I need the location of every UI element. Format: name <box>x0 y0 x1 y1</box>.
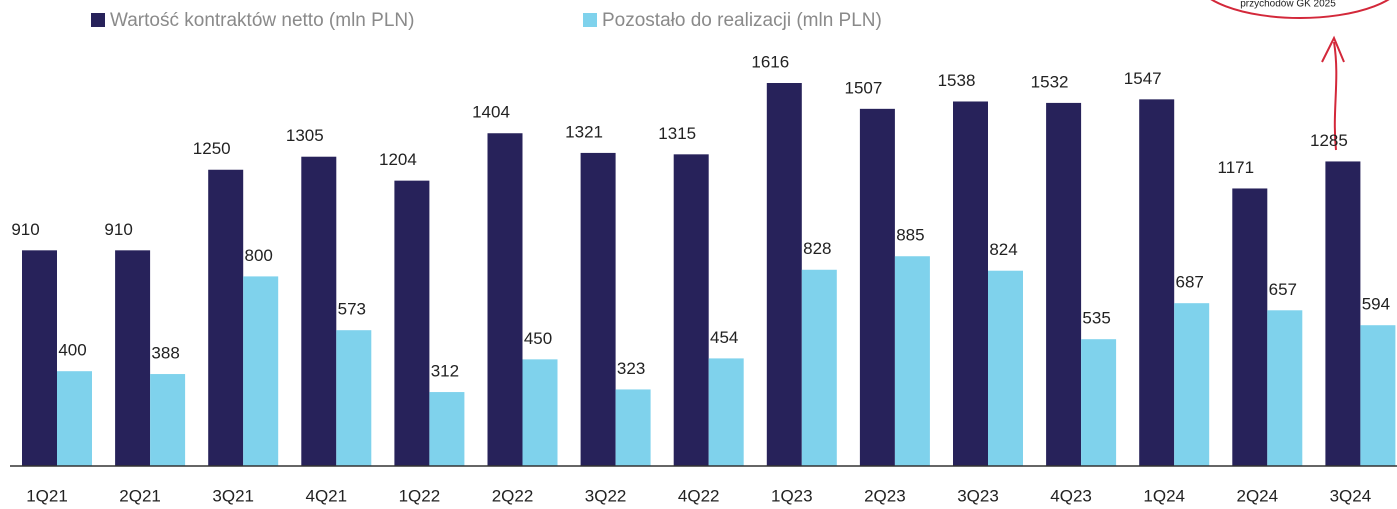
value-label: 910 <box>104 220 132 239</box>
legend-swatch <box>583 13 597 27</box>
value-label: 1538 <box>938 71 976 90</box>
value-label: 1285 <box>1310 131 1348 150</box>
value-label: 388 <box>151 344 179 363</box>
value-label: 1507 <box>844 78 882 97</box>
bar <box>953 101 988 466</box>
bar <box>1081 339 1117 466</box>
value-label: 594 <box>1362 295 1390 314</box>
bar <box>708 358 744 466</box>
bar <box>487 133 523 466</box>
value-label: 1171 <box>1218 158 1255 177</box>
bar <box>150 374 186 466</box>
x-tick-label: 3Q24 <box>1330 486 1372 505</box>
value-label: 687 <box>1176 273 1204 292</box>
value-label: 1315 <box>658 124 696 143</box>
value-label: 828 <box>803 239 831 258</box>
value-label: 312 <box>431 362 459 381</box>
value-label: 1250 <box>193 139 231 158</box>
value-label: 454 <box>710 328 738 347</box>
value-label: 450 <box>524 329 552 348</box>
bar <box>22 250 57 466</box>
bar <box>1232 188 1268 466</box>
value-label: 824 <box>989 240 1017 259</box>
bar <box>894 256 930 466</box>
value-label: 400 <box>58 341 86 360</box>
x-tick-label: 2Q21 <box>119 486 161 505</box>
value-label: 657 <box>1269 280 1297 299</box>
value-label: 1404 <box>472 103 510 122</box>
value-label: 323 <box>617 359 645 378</box>
x-tick-label: 1Q22 <box>399 486 441 505</box>
bar <box>243 276 279 466</box>
annotation-ellipse <box>1210 0 1390 19</box>
bar <box>1139 99 1175 467</box>
bar <box>57 371 92 466</box>
x-tick-label: 4Q23 <box>1050 486 1092 505</box>
legend-label: Wartość kontraktów netto (mln PLN) <box>110 10 414 31</box>
bar <box>1325 161 1361 466</box>
bar <box>1174 303 1210 466</box>
value-label: 1204 <box>379 150 417 169</box>
value-label: 1305 <box>286 126 324 145</box>
bar <box>208 169 244 466</box>
x-tick-label: 3Q21 <box>212 486 254 505</box>
annotation: przychodów GK 2025 <box>1240 0 1336 10</box>
value-label: 1616 <box>751 52 789 71</box>
bar <box>429 392 465 466</box>
x-tick-label: 1Q23 <box>771 486 813 505</box>
bar <box>859 108 895 466</box>
bar <box>766 83 802 466</box>
bar <box>301 156 337 466</box>
x-tick-label: 3Q23 <box>957 486 999 505</box>
x-tick-label: 2Q22 <box>492 486 534 505</box>
x-tick-label: 1Q21 <box>26 486 68 505</box>
x-tick-label: 2Q24 <box>1237 486 1279 505</box>
x-tick-label: 4Q21 <box>306 486 348 505</box>
value-label: 1321 <box>565 122 603 141</box>
bar <box>336 330 372 466</box>
legend-label: Pozostało do realizacji (mln PLN) <box>602 10 882 31</box>
x-tick-label: 3Q22 <box>585 486 627 505</box>
bar <box>1046 102 1082 466</box>
value-label: 885 <box>896 226 924 245</box>
x-tick-label: 2Q23 <box>864 486 906 505</box>
bar <box>1267 310 1303 466</box>
value-label: 800 <box>245 246 273 265</box>
value-label: 1547 <box>1124 69 1162 88</box>
value-label: 910 <box>11 220 39 239</box>
bar <box>673 154 709 466</box>
annotation-arrow-head <box>1321 35 1345 63</box>
bar <box>580 152 616 467</box>
legend-swatch <box>91 13 105 27</box>
value-label: 573 <box>338 300 366 319</box>
bar <box>115 250 151 466</box>
bar <box>988 270 1023 466</box>
bar <box>394 180 430 466</box>
x-tick-label: 1Q24 <box>1143 486 1185 505</box>
x-tick-label: 4Q22 <box>678 486 720 505</box>
bar <box>615 389 651 466</box>
value-label: 535 <box>1082 309 1110 328</box>
annotation-arrow <box>1333 41 1338 151</box>
bar <box>522 359 558 466</box>
value-label: 1532 <box>1031 72 1069 91</box>
bar <box>801 269 837 466</box>
bar <box>1360 325 1396 466</box>
